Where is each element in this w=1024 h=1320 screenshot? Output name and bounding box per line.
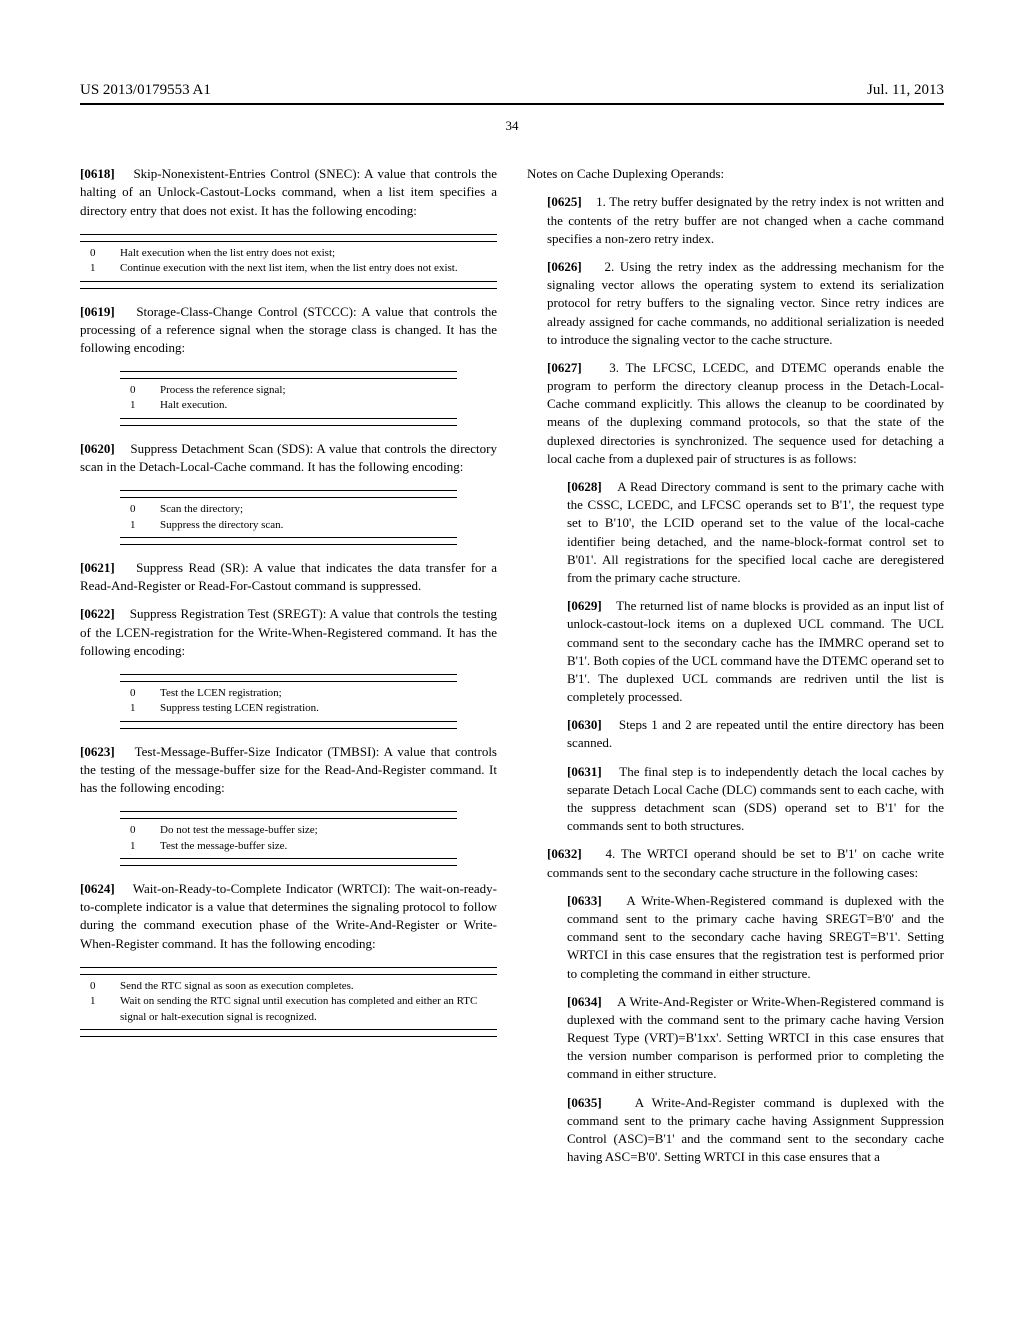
- section-heading: Notes on Cache Duplexing Operands:: [527, 165, 944, 183]
- para-0621: [0621] Suppress Read (SR): A value that …: [80, 559, 497, 595]
- patent-page: US 2013/0179553 A1 Jul. 11, 2013 34 [061…: [0, 0, 1024, 1320]
- ptext-0620: Suppress Detachment Scan (SDS): A value …: [80, 441, 497, 474]
- desc: Continue execution with the next list it…: [120, 261, 487, 276]
- para-0618: [0618] Skip-Nonexistent-Entries Control …: [80, 165, 497, 220]
- left-column: [0618] Skip-Nonexistent-Entries Control …: [80, 165, 497, 1176]
- ptext-0627: 3. The LFCSC, LCEDC, and DTEMC operands …: [547, 360, 944, 466]
- code: 0: [90, 246, 120, 261]
- code: 1: [90, 261, 120, 276]
- desc: Do not test the message-buffer size;: [160, 823, 447, 838]
- ptext-0621: Suppress Read (SR): A value that indicat…: [80, 560, 497, 593]
- code: 1: [130, 518, 160, 533]
- pnum-0630: [0630]: [567, 717, 602, 732]
- para-0633: [0633] A Write-When-Registered command i…: [527, 892, 944, 983]
- para-0624: [0624] Wait-on-Ready-to-Complete Indicat…: [80, 880, 497, 953]
- table-0618: 0 Halt execution when the list entry doe…: [80, 234, 497, 289]
- ptext-0635: A Write-And-Register command is duplexed…: [567, 1095, 944, 1165]
- para-0629: [0629] The returned list of name blocks …: [527, 597, 944, 706]
- pnum-0627: [0627]: [547, 360, 582, 375]
- ptext-0618: Skip-Nonexistent-Entries Control (SNEC):…: [80, 166, 497, 217]
- desc: Scan the directory;: [160, 502, 447, 517]
- code: 0: [130, 686, 160, 701]
- pnum-0631: [0631]: [567, 764, 602, 779]
- para-0630: [0630] Steps 1 and 2 are repeated until …: [527, 716, 944, 752]
- table-0623: 0 Do not test the message-buffer size; 1…: [120, 811, 457, 866]
- ptext-0630: Steps 1 and 2 are repeated until the ent…: [567, 717, 944, 750]
- pnum-0618: [0618]: [80, 166, 115, 181]
- ptext-0626: 2. Using the retry index as the addressi…: [547, 259, 944, 347]
- ptext-0629: The returned list of name blocks is prov…: [567, 598, 944, 704]
- pnum-0626: [0626]: [547, 259, 582, 274]
- desc: Wait on sending the RTC signal until exe…: [120, 994, 487, 1025]
- pnum-0624: [0624]: [80, 881, 115, 896]
- pnum-0629: [0629]: [567, 598, 602, 613]
- para-0635: [0635] A Write-And-Register command is d…: [527, 1094, 944, 1167]
- desc: Process the reference signal;: [160, 383, 447, 398]
- ptext-0628: A Read Directory command is sent to the …: [567, 479, 944, 585]
- pnum-0633: [0633]: [567, 893, 602, 908]
- ptext-0619: Storage-Class-Change Control (STCCC): A …: [80, 304, 497, 355]
- table-0624: 0 Send the RTC signal as soon as executi…: [80, 967, 497, 1037]
- ptext-0624: Wait-on-Ready-to-Complete Indicator (WRT…: [80, 881, 497, 951]
- pnum-0632: [0632]: [547, 846, 582, 861]
- para-0619: [0619] Storage-Class-Change Control (STC…: [80, 303, 497, 358]
- desc: Test the message-buffer size.: [160, 839, 447, 854]
- pnum-0635: [0635]: [567, 1095, 602, 1110]
- pnum-0620: [0620]: [80, 441, 115, 456]
- pnum-0619: [0619]: [80, 304, 115, 319]
- ptext-0632: 4. The WRTCI operand should be set to B'…: [547, 846, 944, 879]
- right-column: Notes on Cache Duplexing Operands: [0625…: [527, 165, 944, 1176]
- para-0631: [0631] The final step is to independentl…: [527, 763, 944, 836]
- table-0619: 0 Process the reference signal; 1 Halt e…: [120, 371, 457, 426]
- page-number: 34: [80, 117, 944, 135]
- ptext-0633: A Write-When-Registered command is duple…: [567, 893, 944, 981]
- doc-date: Jul. 11, 2013: [867, 80, 944, 101]
- table-0620: 0 Scan the directory; 1 Suppress the dir…: [120, 490, 457, 545]
- para-0622: [0622] Suppress Registration Test (SREGT…: [80, 605, 497, 660]
- code: 0: [90, 979, 120, 994]
- ptext-0623: Test-Message-Buffer-Size Indicator (TMBS…: [80, 744, 497, 795]
- table-0622: 0 Test the LCEN registration; 1 Suppress…: [120, 674, 457, 729]
- ptext-0631: The final step is to independently detac…: [567, 764, 944, 834]
- code: 1: [130, 701, 160, 716]
- code: 0: [130, 823, 160, 838]
- code: 0: [130, 383, 160, 398]
- desc: Send the RTC signal as soon as execution…: [120, 979, 487, 994]
- code: 0: [130, 502, 160, 517]
- para-0632: [0632] 4. The WRTCI operand should be se…: [527, 845, 944, 881]
- para-0634: [0634] A Write-And-Register or Write-Whe…: [527, 993, 944, 1084]
- code: 1: [90, 994, 120, 1025]
- desc: Test the LCEN registration;: [160, 686, 447, 701]
- ptext-0634: A Write-And-Register or Write-When-Regis…: [567, 994, 944, 1082]
- desc: Halt execution when the list entry does …: [120, 246, 487, 261]
- para-0625: [0625] 1. The retry buffer designated by…: [527, 193, 944, 248]
- page-header: US 2013/0179553 A1 Jul. 11, 2013: [80, 80, 944, 105]
- doc-number: US 2013/0179553 A1: [80, 80, 211, 101]
- para-0623: [0623] Test-Message-Buffer-Size Indicato…: [80, 743, 497, 798]
- code: 1: [130, 398, 160, 413]
- desc: Suppress the directory scan.: [160, 518, 447, 533]
- pnum-0628: [0628]: [567, 479, 602, 494]
- ptext-0625: 1. The retry buffer designated by the re…: [547, 194, 944, 245]
- desc: Suppress testing LCEN registration.: [160, 701, 447, 716]
- desc: Halt execution.: [160, 398, 447, 413]
- para-0620: [0620] Suppress Detachment Scan (SDS): A…: [80, 440, 497, 476]
- pnum-0634: [0634]: [567, 994, 602, 1009]
- para-0627: [0627] 3. The LFCSC, LCEDC, and DTEMC op…: [527, 359, 944, 468]
- pnum-0621: [0621]: [80, 560, 115, 575]
- code: 1: [130, 839, 160, 854]
- content-columns: [0618] Skip-Nonexistent-Entries Control …: [80, 165, 944, 1176]
- para-0628: [0628] A Read Directory command is sent …: [527, 478, 944, 587]
- pnum-0622: [0622]: [80, 606, 115, 621]
- pnum-0623: [0623]: [80, 744, 115, 759]
- pnum-0625: [0625]: [547, 194, 582, 209]
- para-0626: [0626] 2. Using the retry index as the a…: [527, 258, 944, 349]
- ptext-0622: Suppress Registration Test (SREGT): A va…: [80, 606, 497, 657]
